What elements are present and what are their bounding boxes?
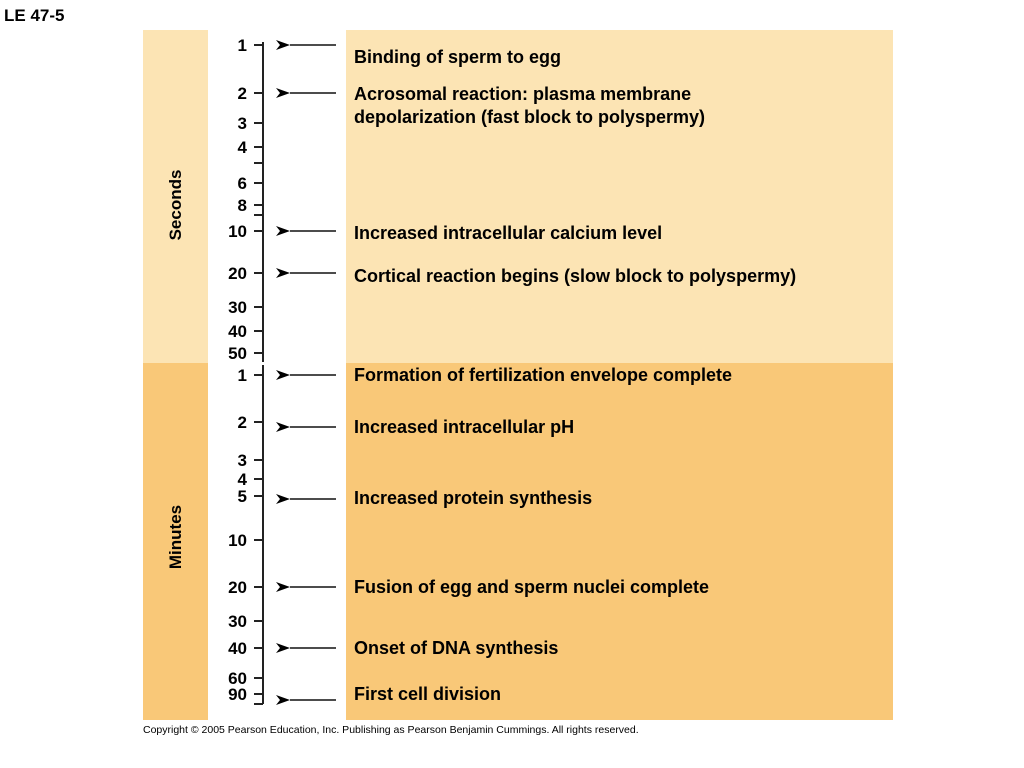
minutes-tick-label: 40 xyxy=(228,639,247,658)
minutes-tick-label: 10 xyxy=(228,531,247,550)
event-calcium-level: Increased intracellular calcium level xyxy=(354,223,663,243)
minutes-band-events xyxy=(346,363,893,720)
event-intracellular-ph: Increased intracellular pH xyxy=(354,417,575,437)
seconds-tick-label: 30 xyxy=(228,298,247,317)
minutes-tick-label: 3 xyxy=(238,451,247,470)
event-first-cell-division: First cell division xyxy=(354,684,502,704)
seconds-band-events xyxy=(346,30,893,363)
minutes-band-label-column xyxy=(143,363,208,720)
event-acrosomal-reaction-line2: depolarization (fast block to polyspermy… xyxy=(354,107,706,127)
minutes-tick-label: 20 xyxy=(228,578,247,597)
minutes-tick-label: 30 xyxy=(228,612,247,631)
event-acrosomal-reaction: Acrosomal reaction: plasma membrane xyxy=(354,84,692,104)
event-dna-synthesis: Onset of DNA synthesis xyxy=(354,638,559,658)
seconds-band-label-column xyxy=(143,30,208,363)
copyright-notice: Copyright © 2005 Pearson Education, Inc.… xyxy=(143,724,639,736)
seconds-tick-label: 20 xyxy=(228,264,247,283)
seconds-tick-label: 3 xyxy=(238,114,247,133)
seconds-tick-label: 2 xyxy=(238,84,247,103)
event-fertilization-envelope: Formation of fertilization envelope comp… xyxy=(354,365,733,385)
minutes-tick-label: 5 xyxy=(238,487,247,506)
seconds-tick-label: 6 xyxy=(238,174,247,193)
minutes-tick-label: 4 xyxy=(238,470,248,489)
minutes-tick-label: 90 xyxy=(228,685,247,704)
seconds-tick-label: 4 xyxy=(238,138,248,157)
event-cortical-reaction: Cortical reaction begins (slow block to … xyxy=(354,266,797,286)
minutes-tick-label: 1 xyxy=(238,366,247,385)
event-nuclei-fusion: Fusion of egg and sperm nuclei complete xyxy=(354,577,710,597)
event-protein-synthesis: Increased protein synthesis xyxy=(354,488,593,508)
figure-label: LE 47-5 xyxy=(4,6,65,25)
seconds-tick-label: 10 xyxy=(228,222,247,241)
seconds-tick-label: 40 xyxy=(228,322,247,341)
minutes-tick-label: 60 xyxy=(228,669,247,688)
seconds-tick-label: 1 xyxy=(238,36,247,55)
seconds-tick-label: 8 xyxy=(238,196,247,215)
seconds-tick-label: 50 xyxy=(228,344,247,363)
event-binding-of-sperm: Binding of sperm to egg xyxy=(354,47,561,67)
minutes-tick-label: 2 xyxy=(238,413,247,432)
